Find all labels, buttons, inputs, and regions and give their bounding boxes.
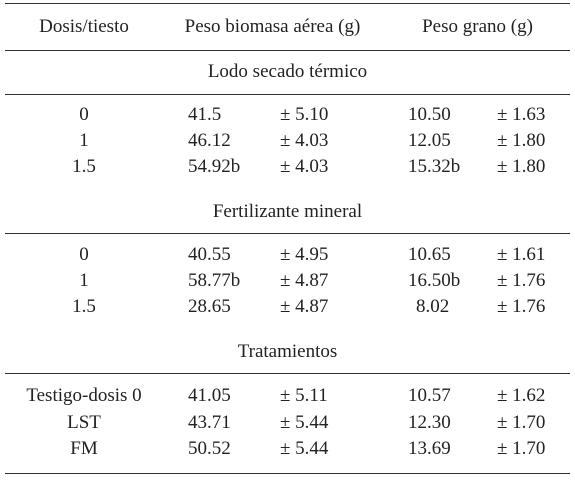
row-biomass: 54.92b: [188, 156, 241, 177]
row-grain: 15.32b: [408, 156, 461, 177]
row-grain-sd: ± 1.76: [497, 270, 546, 291]
row-biomass: 41.5: [188, 104, 222, 125]
row-dose: Testigo-dosis 0: [26, 385, 142, 406]
row-grain: 10.57: [408, 385, 451, 406]
row-biomass-sd: ± 5.11: [280, 385, 328, 406]
row-grain: 12.05: [408, 130, 451, 151]
row-dose: 1: [79, 130, 89, 151]
row-biomass-sd: ± 4.87: [280, 296, 329, 317]
row-biomass-sd: ± 5.44: [280, 412, 329, 433]
table-top-rule: [5, 3, 570, 4]
header-grain: Peso grano (g): [422, 16, 533, 37]
row-biomass: 46.12: [188, 130, 231, 151]
section-title-fertilizante: Fertilizante mineral: [212, 201, 363, 222]
header-dose: Dosis/tiesto: [39, 16, 129, 37]
section-3-rule: [5, 373, 570, 374]
row-grain: 13.69: [408, 438, 451, 459]
row-biomass: 58.77b: [188, 270, 241, 291]
row-dose: FM: [70, 438, 98, 459]
row-grain-sd: ± 1.76: [497, 296, 546, 317]
section-1-rule: [5, 94, 570, 95]
row-biomass: 41.05: [188, 385, 231, 406]
row-grain: 12.30: [408, 412, 451, 433]
row-dose: 1.5: [72, 296, 96, 317]
row-grain-sd: ± 1.70: [497, 412, 546, 433]
section-2-rule: [5, 233, 570, 234]
row-biomass-sd: ± 5.10: [280, 104, 329, 125]
row-dose: 0: [79, 244, 89, 265]
row-biomass-sd: ± 4.03: [280, 156, 329, 177]
section-title-lodo: Lodo secado térmico: [207, 61, 368, 82]
row-grain-sd: ± 1.62: [497, 385, 546, 406]
row-grain: 16.50b: [408, 270, 461, 291]
table-bottom-rule: [5, 473, 570, 474]
section-title-tratamientos: Tratamientos: [237, 341, 338, 362]
row-grain-sd: ± 1.63: [497, 104, 546, 125]
row-biomass-sd: ± 4.03: [280, 130, 329, 151]
row-biomass: 40.55: [188, 244, 231, 265]
row-grain: 10.65: [408, 244, 451, 265]
row-biomass: 43.71: [188, 412, 231, 433]
row-dose: 0: [79, 104, 89, 125]
header-biomass: Peso biomasa aérea (g): [184, 16, 361, 37]
row-dose: LST: [67, 412, 101, 433]
row-grain-sd: ± 1.70: [497, 438, 546, 459]
row-biomass: 28.65: [188, 296, 231, 317]
row-grain-sd: ± 1.80: [497, 130, 546, 151]
row-dose: 1: [79, 270, 89, 291]
row-biomass: 50.52: [188, 438, 231, 459]
row-grain: 8.02: [416, 296, 450, 317]
row-grain-sd: ± 1.61: [497, 244, 546, 265]
row-grain-sd: ± 1.80: [497, 156, 546, 177]
row-biomass-sd: ± 4.95: [280, 244, 329, 265]
row-biomass-sd: ± 5.44: [280, 438, 329, 459]
header-rule: [5, 50, 570, 51]
row-biomass-sd: ± 4.87: [280, 270, 329, 291]
row-grain: 10.50: [408, 104, 451, 125]
row-dose: 1.5: [72, 156, 96, 177]
